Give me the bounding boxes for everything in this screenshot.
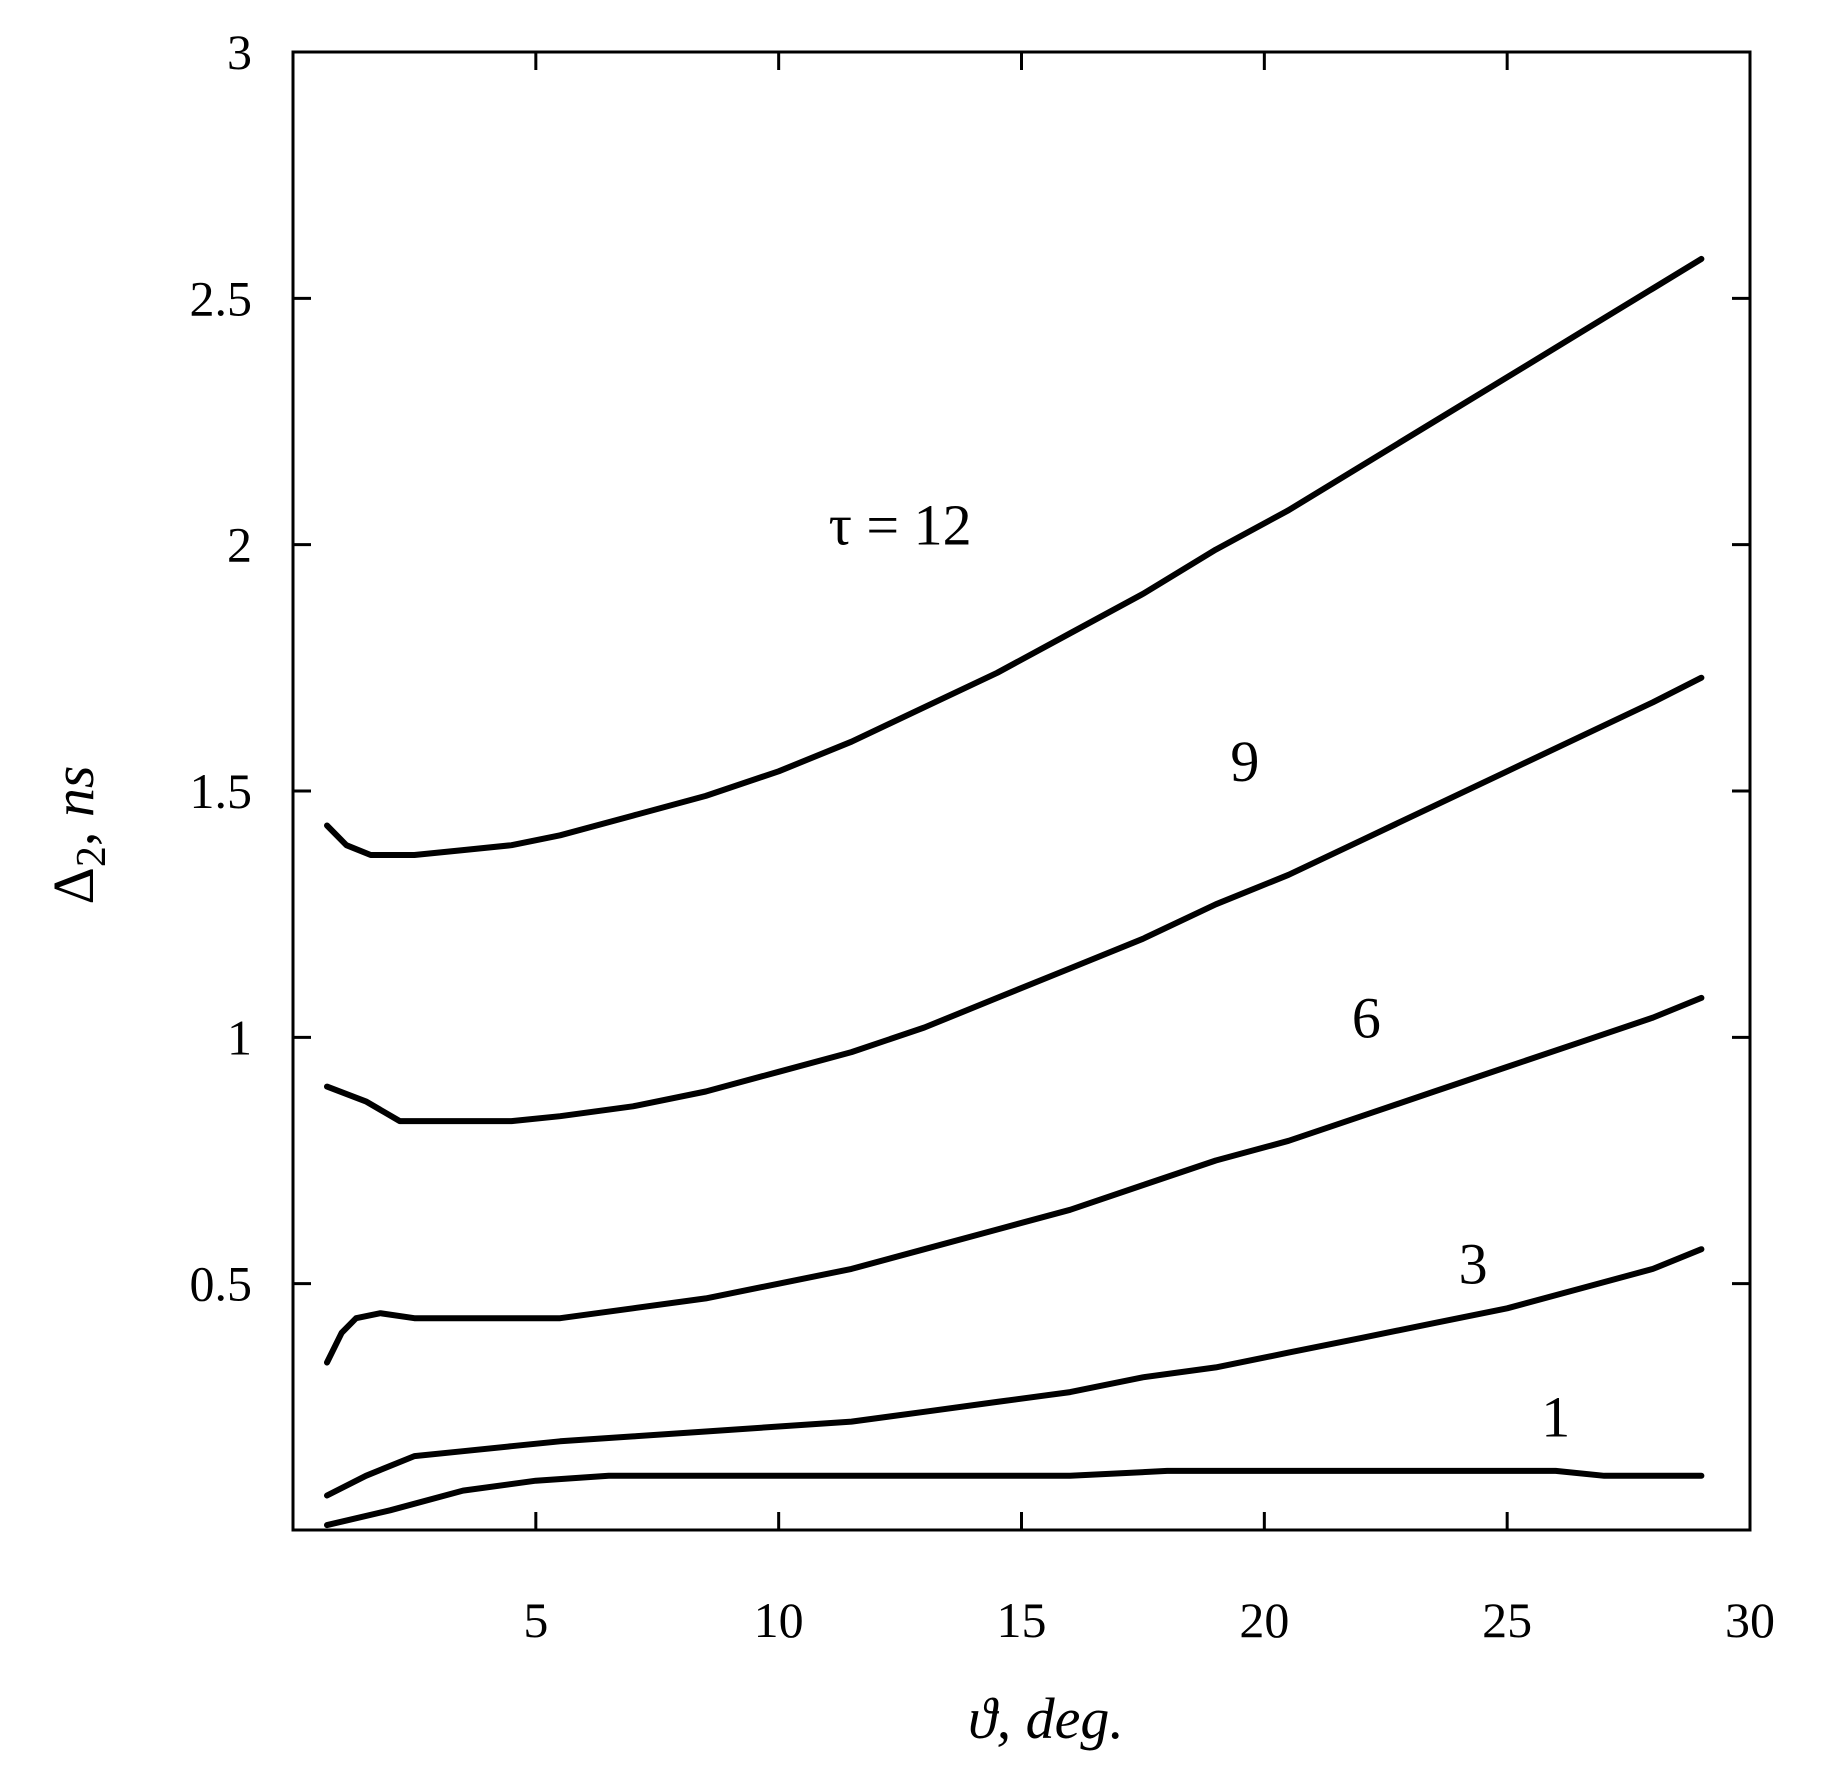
y-tick-label: 3 [227, 24, 252, 80]
x-axis-ticks: 5 10 15 20 25 30 [523, 52, 1775, 1648]
x-tick-label: 10 [754, 1592, 804, 1648]
series-line [324, 1246, 1705, 1499]
series-label: 1 [1541, 1384, 1570, 1449]
series-line [324, 1467, 1705, 1529]
x-tick-label: 15 [997, 1592, 1047, 1648]
series-line [324, 994, 1705, 1366]
y-axis-ticks: 0.5 1 1.5 2 2.5 3 [190, 24, 1750, 1312]
y-tick-label: 2.5 [190, 270, 253, 326]
series-line [324, 674, 1705, 1125]
y-axis-title: Δ2, ns [41, 766, 115, 905]
series-label: 3 [1459, 1232, 1488, 1297]
y-axis-symbol: Δ [41, 867, 106, 904]
plot-frame [291, 50, 1752, 1532]
series-line [324, 255, 1705, 858]
x-tick-label: 20 [1239, 1592, 1289, 1648]
x-tick-label: 30 [1725, 1592, 1775, 1648]
x-axis-unit: , deg. [997, 1686, 1124, 1751]
y-tick-label: 2 [227, 517, 252, 573]
series-label: 9 [1230, 729, 1259, 794]
series-lines [324, 255, 1705, 1529]
x-axis-symbol: ϑ [968, 1686, 1000, 1751]
series-label: 6 [1352, 985, 1381, 1050]
y-tick-label: 1.5 [190, 763, 253, 819]
x-axis-title: ϑ, deg. [968, 1686, 1124, 1751]
series-labels: τ = 12 9 6 3 1 [829, 493, 1571, 1450]
series-label: τ = 12 [829, 493, 972, 558]
y-tick-label: 1 [227, 1009, 252, 1065]
y-axis-unit: ns [41, 766, 106, 818]
x-tick-label: 5 [523, 1592, 548, 1648]
svg-text:Δ2, ns: Δ2, ns [41, 766, 115, 905]
y-tick-label: 0.5 [190, 1256, 253, 1312]
x-tick-label: 25 [1482, 1592, 1532, 1648]
y-axis-subscript: 2 [69, 846, 115, 867]
